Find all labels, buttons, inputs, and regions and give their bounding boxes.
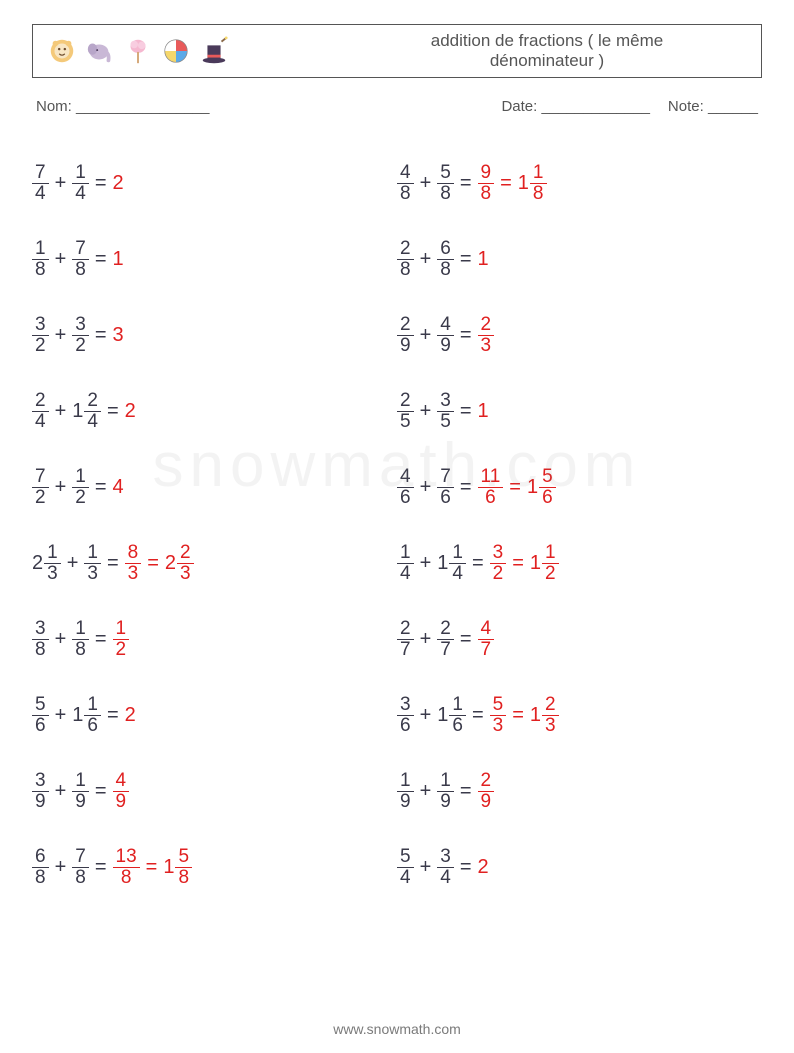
answer: 4 bbox=[113, 476, 124, 499]
header-icons bbox=[47, 36, 229, 66]
problem-row: 74+14 = 2 bbox=[32, 145, 397, 221]
answer: 116 bbox=[478, 467, 504, 508]
answer: 1 bbox=[113, 248, 124, 271]
problem-row: 14+114 = 32 = 112 bbox=[397, 525, 762, 601]
left-column: 74+14 = 218+78 = 132+32 = 324+124 = 272+… bbox=[32, 145, 397, 905]
title-line-1: addition de fractions ( le même bbox=[431, 31, 663, 50]
answer: 3 bbox=[113, 324, 124, 347]
problem-row: 28+68 = 1 bbox=[397, 221, 762, 297]
answer: 2 bbox=[113, 172, 124, 195]
answer: 29 bbox=[478, 771, 495, 812]
answer: 98 bbox=[478, 163, 495, 204]
problem-row: 19+19 = 29 bbox=[397, 753, 762, 829]
problem-row: 68+78 = 138 = 158 bbox=[32, 829, 397, 905]
score-field: Note: ______ bbox=[668, 98, 758, 115]
problem-row: 72+12 = 4 bbox=[32, 449, 397, 525]
answer: 1 bbox=[478, 248, 489, 271]
right-column: 48+58 = 98 = 11828+68 = 129+49 = 2325+35… bbox=[397, 145, 762, 905]
answer: 123 bbox=[530, 695, 559, 736]
problems-grid: 74+14 = 218+78 = 132+32 = 324+124 = 272+… bbox=[32, 145, 762, 905]
problem-row: 32+32 = 3 bbox=[32, 297, 397, 373]
elephant-icon bbox=[85, 36, 115, 66]
answer: 138 bbox=[113, 847, 140, 888]
date-field: Date: _____________ bbox=[501, 98, 649, 115]
problem-row: 24+124 = 2 bbox=[32, 373, 397, 449]
answer: 112 bbox=[530, 543, 559, 584]
answer: 23 bbox=[478, 315, 495, 356]
magic-hat-icon bbox=[199, 36, 229, 66]
worksheet-title: addition de fractions ( le même dénomina… bbox=[387, 31, 747, 72]
problem-row: 38+18 = 12 bbox=[32, 601, 397, 677]
answer: 49 bbox=[113, 771, 130, 812]
problem-row: 25+35 = 1 bbox=[397, 373, 762, 449]
answer: 12 bbox=[113, 619, 130, 660]
answer: 118 bbox=[518, 163, 547, 204]
problem-row: 213+13 = 83 = 223 bbox=[32, 525, 397, 601]
problem-row: 29+49 = 23 bbox=[397, 297, 762, 373]
answer: 156 bbox=[527, 467, 556, 508]
lion-icon bbox=[47, 36, 77, 66]
cotton-candy-icon bbox=[123, 36, 153, 66]
answer: 2 bbox=[125, 704, 136, 727]
problem-row: 48+58 = 98 = 118 bbox=[397, 145, 762, 221]
problem-row: 54+34 = 2 bbox=[397, 829, 762, 905]
problem-row: 36+116 = 53 = 123 bbox=[397, 677, 762, 753]
header-box: addition de fractions ( le même dénomina… bbox=[32, 24, 762, 78]
problem-row: 18+78 = 1 bbox=[32, 221, 397, 297]
answer: 223 bbox=[165, 543, 194, 584]
meta-row: Nom: ________________ Date: ____________… bbox=[36, 98, 758, 115]
footer-url: www.snowmath.com bbox=[0, 1021, 794, 1037]
answer: 2 bbox=[125, 400, 136, 423]
answer: 83 bbox=[125, 543, 142, 584]
name-field: Nom: ________________ bbox=[36, 98, 209, 115]
problem-row: 27+27 = 47 bbox=[397, 601, 762, 677]
answer: 47 bbox=[478, 619, 495, 660]
beach-ball-icon bbox=[161, 36, 191, 66]
problem-row: 56+116 = 2 bbox=[32, 677, 397, 753]
problem-row: 39+19 = 49 bbox=[32, 753, 397, 829]
answer: 158 bbox=[163, 847, 192, 888]
answer: 32 bbox=[490, 543, 507, 584]
title-line-2: dénominateur ) bbox=[490, 51, 604, 70]
answer: 2 bbox=[478, 856, 489, 879]
answer: 1 bbox=[478, 400, 489, 423]
problem-row: 46+76 = 116 = 156 bbox=[397, 449, 762, 525]
answer: 53 bbox=[490, 695, 507, 736]
